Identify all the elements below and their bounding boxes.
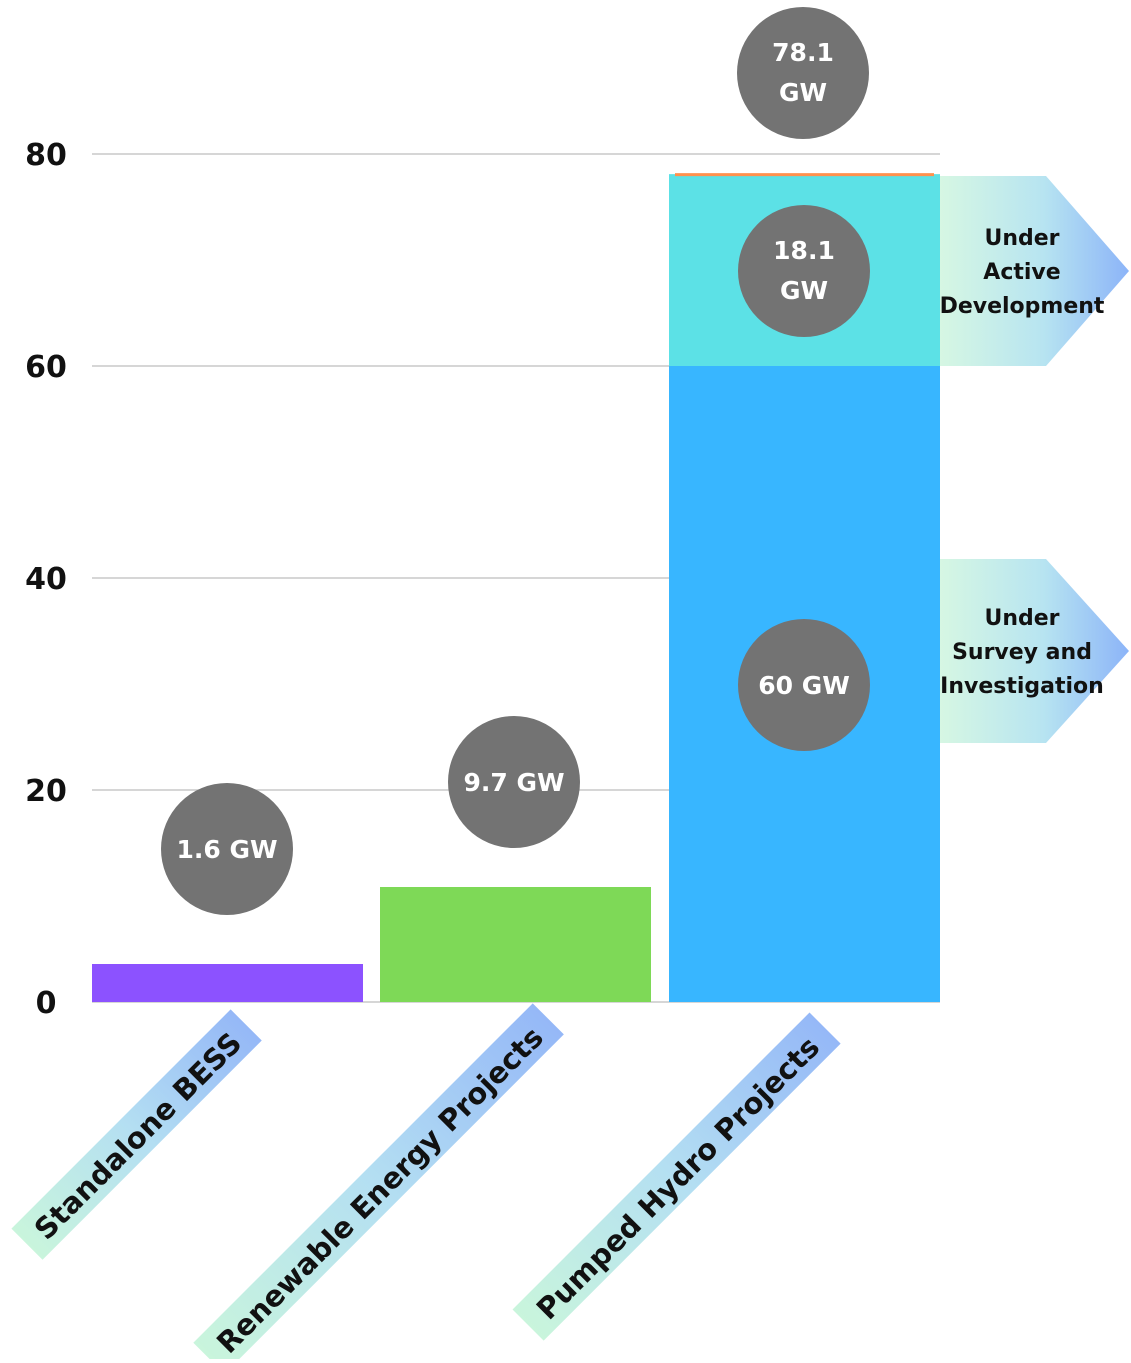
annotation-text: Under — [984, 606, 1059, 631]
data-label: 18.1 — [773, 236, 835, 265]
value-bubbles: 1.6 GW 9.7 GW 60 GW 18.1 GW 78.1 GW — [161, 7, 870, 915]
category-label-text: Pumped Hydro Projects — [530, 1030, 826, 1326]
bar-segment — [380, 887, 651, 1002]
data-label: 9.7 GW — [463, 768, 564, 797]
category-label: Renewable Energy Projects — [193, 1003, 564, 1363]
value-bubble: 9.7 GW — [448, 716, 580, 848]
value-bubble-circle — [738, 619, 870, 751]
category-label-ribbon — [512, 1012, 841, 1341]
annotation-text: Development — [940, 294, 1105, 319]
category-label-ribbon — [11, 1009, 262, 1260]
bar-top-stripe — [675, 173, 934, 177]
bars — [92, 173, 940, 1002]
y-axis-ticks: 0 20 40 60 80 — [25, 138, 67, 1021]
category-label-ribbon — [193, 1003, 564, 1363]
annotation-text: Active — [983, 260, 1060, 285]
value-bubble: 60 GW — [738, 619, 870, 751]
value-bubble: 78.1 GW — [737, 7, 869, 139]
annotation-arrow-shape — [940, 559, 1129, 743]
category-label: Pumped Hydro Projects — [512, 1012, 841, 1341]
y-tick-label: 80 — [25, 138, 67, 173]
bar-segment — [92, 964, 363, 1002]
value-bubble: 18.1 GW — [738, 205, 870, 337]
annotation-text: Investigation — [940, 674, 1104, 699]
category-label-text: Standalone BESS — [28, 1026, 249, 1247]
category-label: Standalone BESS — [11, 1009, 262, 1260]
category-label-text: Renewable Energy Projects — [210, 1020, 550, 1359]
data-label: 78.1 — [772, 38, 834, 67]
data-label: GW — [780, 276, 828, 305]
data-label: 60 GW — [758, 671, 850, 700]
y-tick-label: 60 — [25, 350, 67, 385]
annotation-arrow: Under Survey and Investigation — [940, 559, 1129, 743]
value-bubble-circle — [738, 205, 870, 337]
value-bubble-circle — [737, 7, 869, 139]
data-label: GW — [779, 78, 827, 107]
y-tick-label: 20 — [25, 774, 67, 809]
annotation-arrow-shape — [940, 176, 1129, 366]
data-label: 1.6 GW — [176, 835, 277, 864]
y-tick-label: 0 — [36, 986, 57, 1021]
y-tick-label: 40 — [25, 562, 67, 597]
annotation-text: Survey and — [952, 640, 1092, 665]
value-bubble: 1.6 GW — [161, 783, 293, 915]
value-bubble-circle — [448, 716, 580, 848]
annotation-arrow: Under Active Development — [940, 176, 1129, 366]
annotation-text: Under — [984, 226, 1059, 251]
value-bubble-circle — [161, 783, 293, 915]
annotation-arrows: Under Active Development Under Survey and Inv… — [940, 176, 1129, 743]
